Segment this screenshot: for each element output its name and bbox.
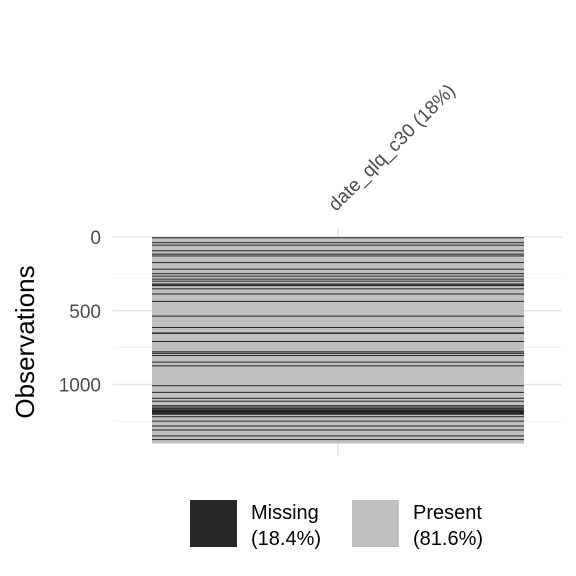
y-axis-ticks: 0 500 1000 bbox=[59, 228, 101, 397]
legend-label-present: Present bbox=[413, 502, 482, 524]
missing-band bbox=[152, 253, 524, 255]
missing-band bbox=[152, 400, 524, 402]
missing-band bbox=[152, 439, 524, 441]
missing-band bbox=[152, 420, 524, 422]
missing-band bbox=[152, 391, 524, 393]
missing-band bbox=[152, 409, 524, 415]
missing-band bbox=[152, 332, 524, 334]
legend-percent-present: (81.6%) bbox=[413, 528, 483, 550]
missing-band bbox=[152, 340, 524, 342]
missing-band bbox=[152, 326, 524, 328]
missing-band bbox=[152, 283, 524, 285]
y-tick-label: 1000 bbox=[59, 376, 101, 397]
missing-band bbox=[152, 425, 524, 427]
missing-band bbox=[152, 300, 524, 302]
missing-band bbox=[152, 293, 524, 295]
legend-percent-missing: (18.4%) bbox=[251, 528, 321, 550]
missing-band bbox=[152, 244, 524, 246]
missing-band bbox=[152, 406, 524, 408]
missing-band bbox=[152, 365, 524, 367]
legend-swatch-missing bbox=[190, 500, 237, 547]
missing-band bbox=[152, 273, 524, 275]
y-axis-title: Observations bbox=[10, 265, 40, 418]
missing-band bbox=[152, 288, 524, 290]
missing-band bbox=[152, 255, 524, 257]
missing-band bbox=[152, 278, 524, 280]
missing-band bbox=[152, 242, 524, 244]
missing-band bbox=[152, 351, 524, 353]
missing-band bbox=[152, 268, 524, 270]
legend-swatch-present bbox=[352, 500, 399, 547]
missingness-bar bbox=[152, 237, 524, 444]
missing-band bbox=[152, 429, 524, 431]
missing-band bbox=[152, 315, 524, 317]
column-labels: date_qlq_c30 (18%) bbox=[325, 80, 460, 215]
missing-band bbox=[152, 284, 524, 287]
missing-band bbox=[152, 275, 524, 277]
missing-band bbox=[152, 250, 524, 252]
missing-band bbox=[152, 435, 524, 437]
missing-band bbox=[152, 405, 524, 407]
missing-band bbox=[152, 408, 524, 410]
missing-band bbox=[152, 355, 524, 356]
missing-band bbox=[152, 280, 524, 282]
missing-band bbox=[152, 361, 524, 363]
legend: Missing (18.4%) Present (81.6%) bbox=[190, 500, 483, 550]
y-tick-label: 0 bbox=[90, 228, 101, 249]
missing-band bbox=[152, 352, 524, 354]
y-tick-label: 500 bbox=[69, 302, 101, 323]
missing-band bbox=[152, 397, 524, 399]
missing-band bbox=[152, 416, 524, 418]
missing-band bbox=[152, 237, 524, 239]
legend-label-missing: Missing bbox=[251, 502, 319, 524]
column-label: date_qlq_c30 (18%) bbox=[325, 80, 460, 215]
missing-band bbox=[152, 385, 524, 387]
missing-band bbox=[152, 262, 524, 264]
